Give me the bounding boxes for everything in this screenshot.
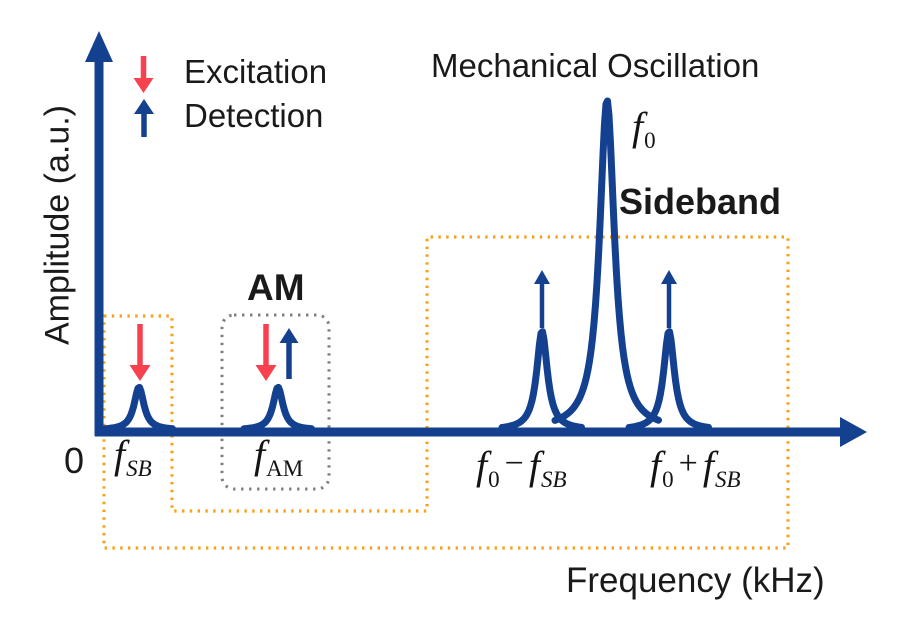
excitation-detection-arrows (129, 56, 677, 381)
upper-sideband-base2: f (702, 443, 714, 488)
plus-operator: + (678, 445, 698, 482)
legend-excitation-arrow-icon (133, 56, 154, 93)
fsb-excitation-arrow-icon (129, 324, 151, 381)
fsb-excitation-arrow-icon-head (129, 365, 151, 381)
minus-operator: − (504, 445, 524, 482)
mechanical-oscillation-label: Mechanical Oscillation (431, 47, 760, 84)
lower-sideband-base1: f (476, 443, 488, 488)
fsb-subscript: SB (126, 455, 152, 481)
legend-detection-arrow-icon-head (134, 99, 154, 114)
origin-tick-label: 0 (64, 440, 85, 481)
fsb-peak-label: fSB (114, 435, 152, 480)
f0-peak-label: f0 (632, 107, 656, 152)
x-axis-arrowhead-icon (840, 417, 867, 447)
lower-sideband-sub1: 0 (488, 466, 500, 492)
sideband-group-dotted-outline (102, 235, 790, 550)
upper-sideband-peak-label: f0 + fSB (650, 446, 741, 491)
peak-curve-f0 (551, 97, 662, 424)
lower-sideband-detection-arrow-icon (534, 270, 550, 328)
upper-sideband-sub1: 0 (662, 466, 674, 492)
upper-sideband-base1: f (650, 443, 662, 488)
fam-excitation-arrow-icon (255, 324, 277, 381)
legend-detection-arrow-icon (134, 99, 154, 137)
fam-subscript: AM (266, 455, 304, 481)
f0-base: f (632, 104, 644, 149)
y-axis-arrowhead-icon (85, 31, 113, 62)
spectrum-peaks (101, 97, 712, 433)
lower-sideband-sub2: SB (540, 466, 567, 492)
peak-curve-f_am (240, 383, 315, 433)
fam-detection-arrow-icon (279, 328, 299, 379)
fam-peak-label: fAM (254, 435, 303, 480)
peak-curve-f0_plus_fsb (625, 328, 712, 431)
legend-detection-label: Detection (184, 97, 324, 134)
fam-base: f (254, 432, 266, 477)
peak-curve-f_sb (101, 383, 176, 433)
upper-sideband-detection-arrow-icon-head (661, 270, 677, 284)
f0-subscript: 0 (644, 127, 656, 153)
am-dotted-box (220, 313, 331, 491)
lower-sideband-base2: f (528, 443, 540, 488)
legend-excitation-arrow-icon-head (133, 78, 154, 93)
upper-sideband-detection-arrow-icon (661, 270, 677, 328)
y-axis-label: Amplitude (a.u.) (38, 105, 77, 345)
fsb-base: f (114, 432, 126, 477)
legend-excitation-label: Excitation (184, 53, 328, 90)
upper-sideband-sub2: SB (714, 466, 741, 492)
x-axis-label: Frequency (kHz) (566, 561, 825, 600)
lower-sideband-detection-arrow-icon-head (534, 270, 550, 284)
fam-detection-arrow-icon-head (279, 328, 299, 343)
peak-curve-f0_minus_fsb (498, 328, 585, 431)
sideband-label: Sideband (619, 181, 782, 222)
am-label: AM (247, 267, 305, 308)
lower-sideband-peak-label: f0− fSB (476, 446, 567, 491)
fam-excitation-arrow-icon-head (255, 365, 277, 381)
